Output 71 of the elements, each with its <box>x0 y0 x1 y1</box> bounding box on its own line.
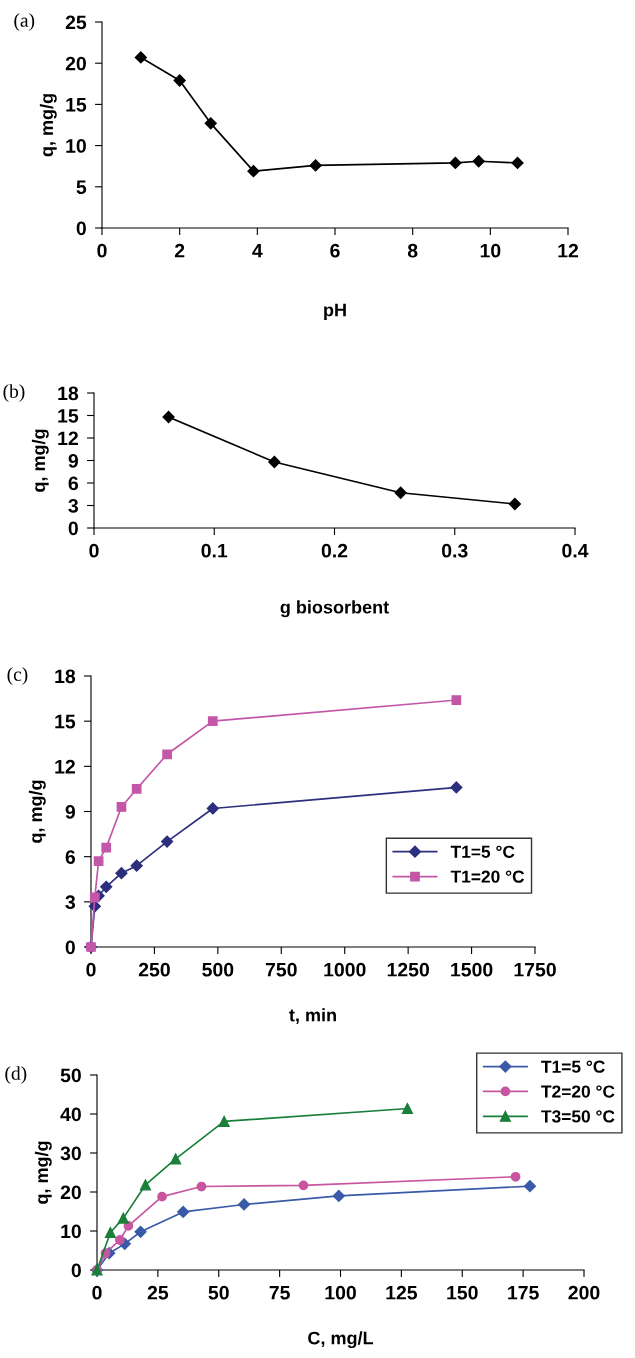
y-tick-label: 0 <box>71 1263 81 1278</box>
x-tick-label: 150 <box>447 1285 478 1300</box>
y-axis-title: q, mg/g <box>31 429 49 492</box>
y-axis-title: q, mg/g <box>39 94 57 157</box>
x-tick-label: 750 <box>265 962 297 977</box>
y-tick-label: 10 <box>66 139 86 153</box>
x-tick-label: 12 <box>558 243 579 258</box>
x-axis-title: pH <box>324 303 346 320</box>
y-tick-label: 15 <box>58 409 79 423</box>
x-tick-label: 10 <box>480 243 501 258</box>
legend-label: T1=5 °C <box>541 1060 605 1073</box>
y-axis-title: q, mg/g <box>34 1141 52 1204</box>
y-tick-label: 25 <box>65 15 87 30</box>
x-tick-label: 0 <box>97 243 107 258</box>
x-tick-label: 250 <box>138 962 170 977</box>
y-tick-label: 15 <box>66 98 87 112</box>
x-tick-label: 0 <box>92 1285 102 1300</box>
x-axis-title: C, mg/L <box>308 1331 374 1349</box>
x-tick-label: 1250 <box>387 962 429 977</box>
legend-label: T3=50 °C <box>541 1110 615 1123</box>
y-tick-label: 3 <box>65 895 76 910</box>
chart-title: (a) <box>14 13 35 31</box>
x-tick-label: 8 <box>407 243 418 258</box>
y-tick-label: 6 <box>68 476 79 491</box>
x-tick-label: 0 <box>89 543 99 558</box>
y-tick-label: 15 <box>55 714 76 729</box>
x-tick-label: 125 <box>386 1285 418 1300</box>
y-axis-title: q, mg/g <box>28 780 46 843</box>
x-tick-label: 1000 <box>324 962 366 977</box>
x-axis-title: g biosorbent <box>280 600 389 618</box>
y-tick-label: 3 <box>68 498 79 513</box>
y-tick-label: 18 <box>55 669 76 684</box>
y-tick-label: 9 <box>68 453 78 468</box>
legend-label: T2=20 °C <box>541 1085 615 1098</box>
y-tick-label: 0 <box>76 221 86 236</box>
x-tick-label: 6 <box>330 243 340 258</box>
x-tick-label: 0.3 <box>442 543 468 558</box>
legend-label: T1=5 °C <box>450 845 515 858</box>
x-tick-label: 50 <box>208 1285 229 1300</box>
x-tick-label: 75 <box>269 1285 290 1300</box>
x-tick-label: 0.2 <box>321 543 348 558</box>
y-tick-label: 20 <box>65 56 86 71</box>
x-tick-label: 1500 <box>451 962 493 977</box>
y-tick-label: 0 <box>68 521 78 536</box>
x-tick-label: 1750 <box>514 962 556 977</box>
y-tick-label: 18 <box>58 386 79 401</box>
y-tick-label: 40 <box>60 1107 81 1122</box>
legend-label: T1=20 °C <box>450 870 525 883</box>
y-tick-label: 20 <box>60 1185 81 1200</box>
x-tick-label: 200 <box>568 1285 600 1300</box>
x-tick-label: 0.4 <box>562 543 589 558</box>
chart-title: (c) <box>7 667 28 685</box>
y-tick-label: 0 <box>65 940 75 955</box>
y-tick-label: 12 <box>55 759 75 774</box>
chart-title: (d) <box>5 1066 27 1084</box>
x-tick-label: 4 <box>252 243 263 258</box>
y-tick-label: 12 <box>58 431 78 446</box>
x-tick-label: 25 <box>147 1285 169 1300</box>
chart-title: (b) <box>3 384 25 402</box>
x-tick-label: 100 <box>325 1285 356 1300</box>
y-tick-label: 6 <box>65 850 76 864</box>
x-tick-label: 500 <box>202 962 234 977</box>
y-tick-label: 10 <box>61 1224 81 1239</box>
x-tick-label: 175 <box>508 1285 539 1300</box>
y-tick-label: 5 <box>76 180 87 195</box>
y-tick-label: 9 <box>65 804 75 819</box>
x-tick-label: 0.1 <box>201 543 228 558</box>
y-tick-label: 50 <box>60 1068 81 1083</box>
x-tick-label: 2 <box>174 243 185 258</box>
x-axis-title: t, min <box>289 1008 336 1025</box>
y-tick-label: 30 <box>60 1146 81 1161</box>
